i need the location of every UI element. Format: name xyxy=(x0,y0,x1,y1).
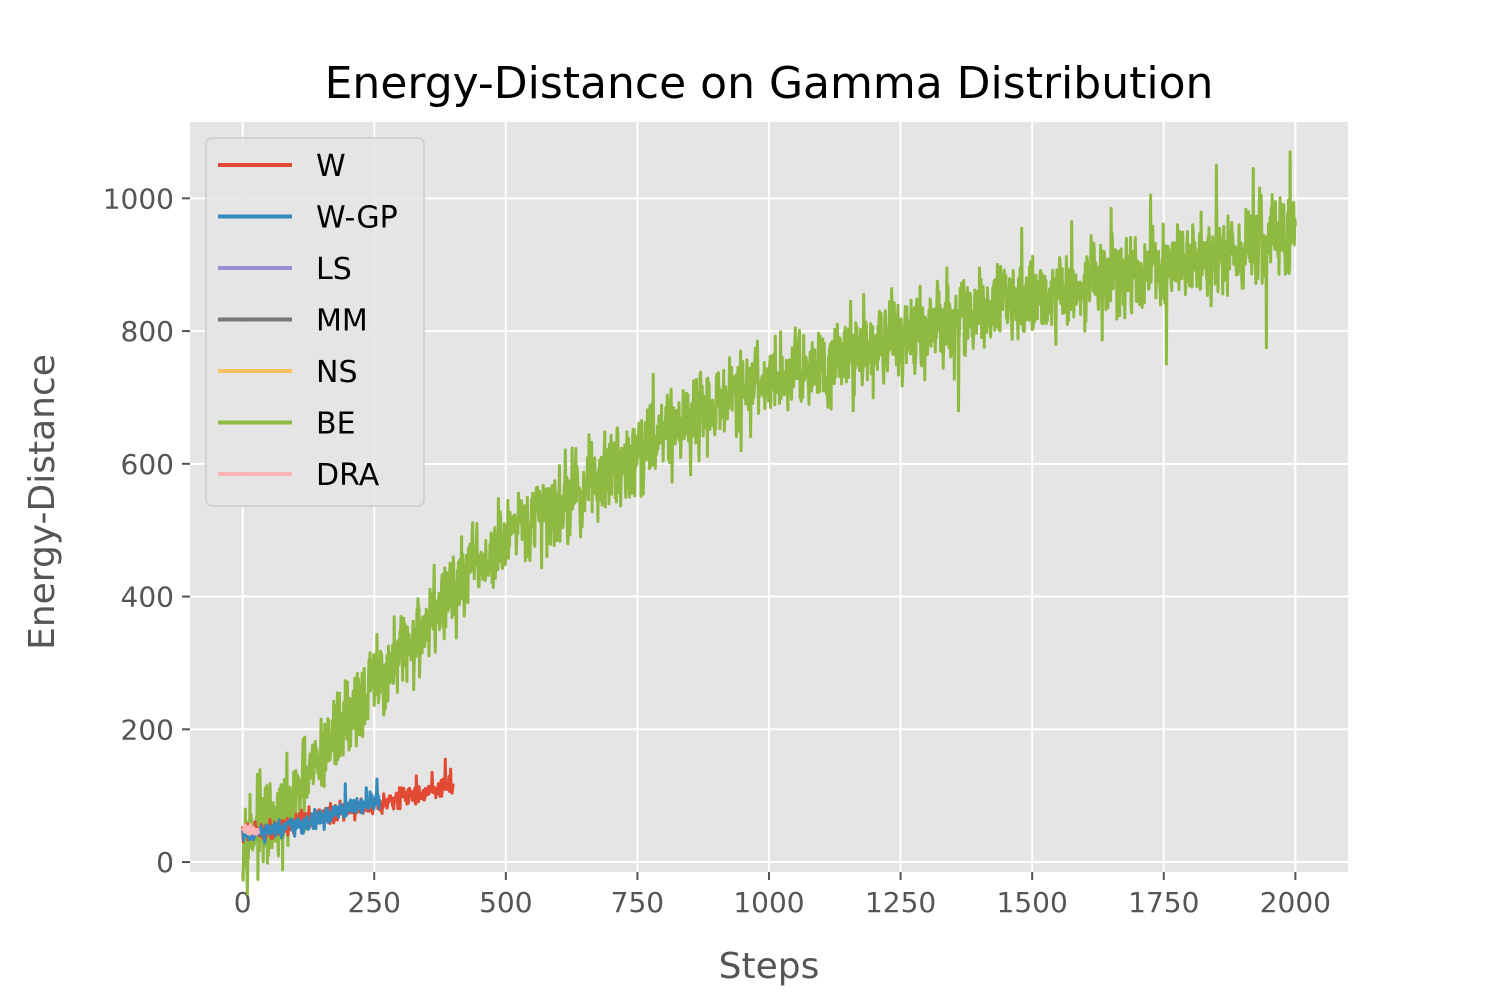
series-line-dra xyxy=(241,822,260,836)
x-tick-label: 1250 xyxy=(865,886,936,919)
x-tick-label: 500 xyxy=(479,886,532,919)
y-tick-label: 0 xyxy=(156,846,174,879)
y-axis: 0 200 400 600 800 1000 xyxy=(103,182,190,879)
legend-label-ns: NS xyxy=(316,355,357,390)
series-layer xyxy=(241,150,1297,896)
series-line-be xyxy=(241,150,1297,896)
legend-box xyxy=(205,137,425,507)
legend-label-w-gp: W-GP xyxy=(316,201,398,236)
x-tick-label: 1750 xyxy=(1128,886,1199,919)
y-tick-label: 600 xyxy=(121,448,174,481)
x-tick-label: 2000 xyxy=(1260,886,1331,919)
x-tick-label: 1000 xyxy=(733,886,804,919)
x-tick-label: 250 xyxy=(348,886,401,919)
legend-label-dra: DRA xyxy=(316,458,380,493)
legend-label-be: BE xyxy=(316,407,356,442)
legend-label-w: W xyxy=(316,149,346,184)
x-axis-label: Steps xyxy=(719,946,820,987)
x-tick-label: 750 xyxy=(611,886,664,919)
legend-label-mm: MM xyxy=(316,304,368,339)
legend-label-ls: LS xyxy=(316,252,352,287)
y-tick-label: 1000 xyxy=(103,182,174,215)
series-line-w-gp xyxy=(241,777,381,844)
x-tick-label: 1500 xyxy=(997,886,1068,919)
y-tick-label: 400 xyxy=(121,581,174,614)
y-tick-label: 200 xyxy=(121,713,174,746)
chart-title: Energy-Distance on Gamma Distribution xyxy=(325,58,1214,109)
y-axis-label: Energy-Distance xyxy=(22,354,63,650)
legend: W W-GP LS MM NS BE DRA xyxy=(205,137,425,507)
y-tick-label: 800 xyxy=(121,315,174,348)
